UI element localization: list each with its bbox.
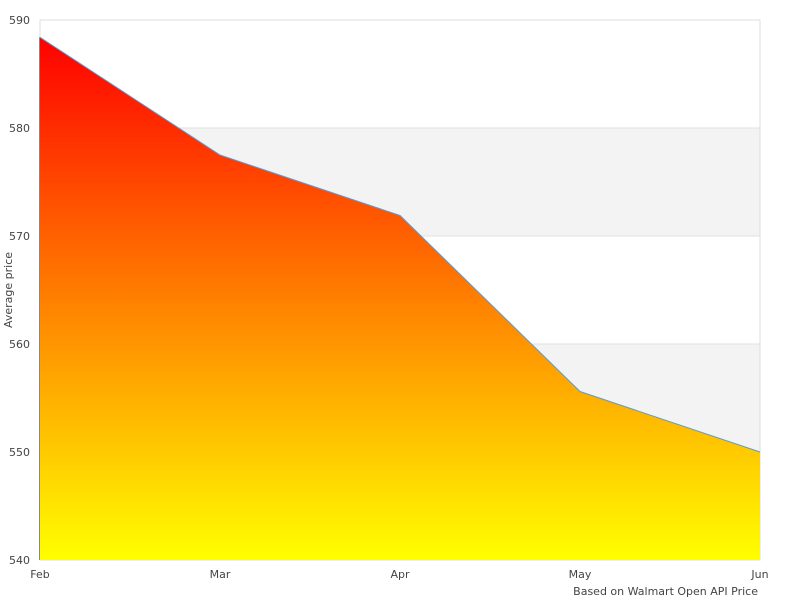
area-series bbox=[40, 37, 760, 560]
y-tick-label: 560 bbox=[9, 338, 30, 351]
x-tick-label: Mar bbox=[210, 568, 231, 581]
x-tick-label: Feb bbox=[30, 568, 49, 581]
y-tick-label: 550 bbox=[9, 446, 30, 459]
x-tick-label: Apr bbox=[390, 568, 410, 581]
y-tick-label: 580 bbox=[9, 122, 30, 135]
credit-text: Based on Walmart Open API Price bbox=[573, 585, 758, 598]
x-tick-label: May bbox=[569, 568, 592, 581]
y-tick-label: 590 bbox=[9, 14, 30, 27]
y-tick-label: 570 bbox=[9, 230, 30, 243]
y-axis-label: Average price bbox=[2, 252, 15, 328]
x-tick-label: Jun bbox=[750, 568, 768, 581]
y-tick-label: 540 bbox=[9, 554, 30, 567]
x-tick-labels: Feb Mar Apr May Jun bbox=[30, 568, 768, 581]
